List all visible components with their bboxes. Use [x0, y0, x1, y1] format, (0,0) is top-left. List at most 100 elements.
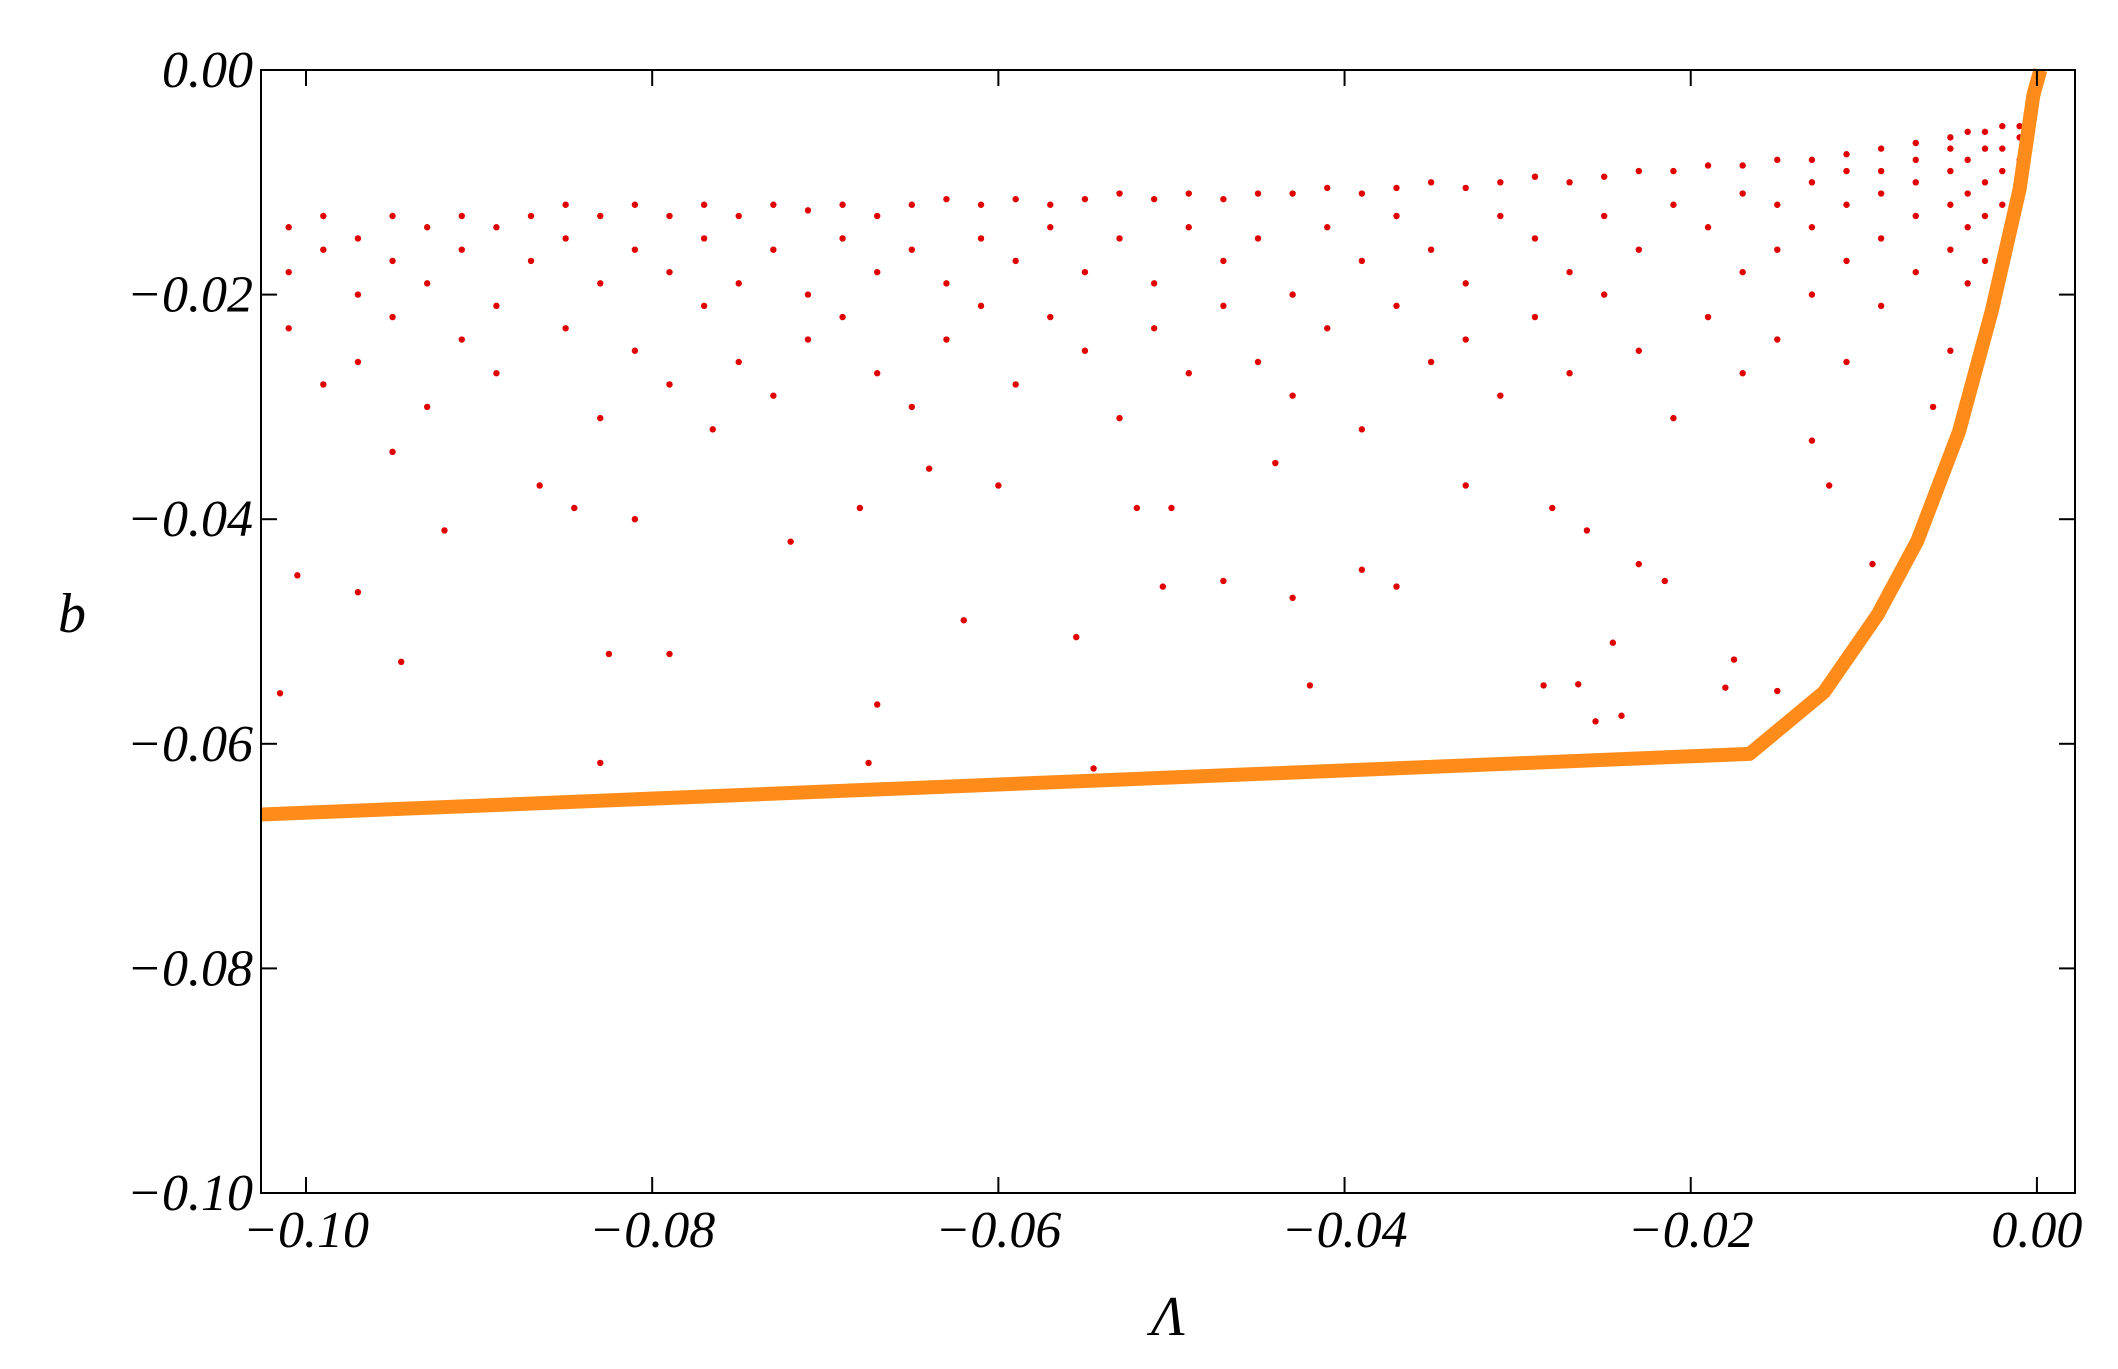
- scatter-point: [874, 212, 881, 220]
- scatter-point: [1999, 145, 2006, 152]
- scatter-point: [1947, 167, 1954, 175]
- scatter-point: [1843, 201, 1850, 208]
- scatter-point: [1393, 184, 1400, 192]
- scatter-point: [1635, 560, 1643, 568]
- scatter-point: [1739, 268, 1746, 276]
- scatter-point: [804, 291, 812, 298]
- scatter-point: [441, 527, 448, 534]
- scatter-point: [1981, 128, 1989, 135]
- scatter-point: [1497, 392, 1504, 399]
- scatter-point: [1722, 684, 1729, 691]
- scatter-point: [1540, 682, 1547, 689]
- scatter-point: [839, 313, 846, 321]
- scatter-point: [1549, 504, 1556, 512]
- scatter-point: [320, 212, 327, 220]
- scatter-point: [1272, 459, 1279, 467]
- scatter-point: [631, 347, 639, 354]
- scatter-point: [398, 658, 405, 666]
- scatter-point: [1047, 201, 1054, 208]
- scatter-point: [1289, 190, 1296, 197]
- y-tick-label: −0.02: [127, 267, 253, 324]
- scatter-point: [1843, 358, 1850, 366]
- scatter-point: [1808, 156, 1816, 164]
- scatter-point: [1964, 128, 1971, 135]
- scatter-point: [1739, 190, 1746, 197]
- scatter-point: [960, 617, 967, 624]
- scatter-point: [1912, 212, 1919, 220]
- scatter-point: [1999, 201, 2006, 208]
- scatter-point: [1358, 257, 1366, 265]
- scatter-point: [925, 465, 933, 472]
- scatter-point: [493, 370, 500, 377]
- scatter-point: [1808, 291, 1816, 298]
- scatter-point: [1964, 190, 1971, 197]
- scatter-point: [1774, 687, 1781, 695]
- scatter-point: [1306, 682, 1314, 689]
- scatter-point: [1670, 167, 1677, 175]
- scatter-point: [1774, 336, 1781, 343]
- scatter-point: [605, 650, 613, 658]
- scatter-point: [804, 207, 812, 214]
- scatter-point: [700, 201, 708, 208]
- scatter-point: [1843, 257, 1850, 265]
- scatter-point: [458, 212, 465, 220]
- scatter-point: [597, 414, 604, 422]
- scatter-point: [1947, 347, 1954, 354]
- scatter-point: [1912, 139, 1919, 147]
- scatter-point: [1159, 583, 1167, 590]
- scatter-point: [1497, 179, 1504, 186]
- scatter-point: [1427, 358, 1435, 366]
- scatter-point: [1583, 527, 1591, 534]
- x-tick-label: −0.02: [1628, 1202, 1754, 1259]
- scatter-point: [1116, 235, 1123, 242]
- scatter-point: [389, 212, 396, 220]
- scatter-point: [977, 235, 985, 242]
- scatter-point: [1393, 212, 1400, 220]
- y-axis-label: b: [58, 583, 86, 645]
- scatter-point: [1220, 577, 1227, 585]
- scatter-point: [1774, 246, 1781, 253]
- scatter-point: [1185, 224, 1192, 231]
- scatter-point: [1929, 403, 1937, 411]
- scatter-point: [1739, 370, 1746, 377]
- scatter-point: [1289, 392, 1296, 399]
- scatter-point: [1462, 280, 1469, 287]
- scatter-point: [1133, 504, 1141, 512]
- scatter-point: [1220, 257, 1227, 265]
- scatter-point: [1877, 145, 1885, 152]
- scatter-point: [1090, 765, 1097, 772]
- scatter-point: [562, 325, 569, 332]
- scatter-point: [1324, 224, 1331, 231]
- scatter-point: [1661, 577, 1668, 585]
- scatter-point: [666, 381, 673, 388]
- scatter-point: [389, 257, 396, 265]
- x-tick-label: 0.00: [1991, 1202, 2082, 1259]
- x-tick-label: −0.10: [243, 1202, 369, 1259]
- scatter-point: [908, 201, 916, 208]
- scatter-point: [1427, 246, 1435, 253]
- y-tick-label: −0.04: [127, 491, 253, 548]
- scatter-point: [977, 201, 985, 208]
- scatter-point: [1999, 167, 2006, 175]
- scatter-point: [1600, 212, 1608, 220]
- scatter-point: [527, 257, 535, 265]
- scatter-point: [354, 291, 362, 298]
- scatter-point: [1730, 656, 1738, 663]
- scatter-point: [1774, 156, 1781, 164]
- scatter-point: [1964, 280, 1971, 287]
- scatter-point: [458, 246, 465, 253]
- scatter-point: [1670, 414, 1677, 422]
- y-tick-label: −0.06: [127, 716, 253, 773]
- scatter-point: [1047, 224, 1054, 231]
- x-axis-label: Λ: [1146, 1286, 1185, 1348]
- scatter-point: [1739, 162, 1746, 169]
- scatter-point: [1289, 594, 1296, 602]
- scatter-point: [1947, 201, 1954, 208]
- scatter-point: [1531, 235, 1539, 242]
- scatter-point: [1877, 190, 1885, 197]
- scatter-point: [865, 759, 872, 767]
- scatter-point: [770, 201, 777, 208]
- scatter-point: [1609, 639, 1617, 646]
